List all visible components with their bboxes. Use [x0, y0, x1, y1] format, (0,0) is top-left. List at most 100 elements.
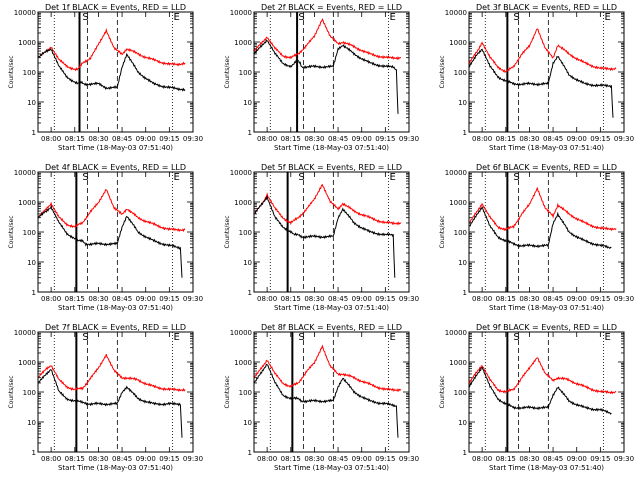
y-tick-label: 1000 [234, 359, 252, 367]
y-tick-label: 1000 [18, 199, 36, 207]
y-tick-label: 1 [248, 449, 252, 457]
panel-5 [253, 171, 410, 293]
x-tick-label: 08:30 [519, 455, 539, 463]
start-marker-label: S [82, 12, 88, 23]
end-marker-label: E [174, 332, 180, 343]
y-tick-label: 100 [454, 389, 467, 397]
y-tick-label: 100 [23, 69, 36, 77]
start-marker-label: S [298, 332, 304, 343]
x-tick-label: 08:30 [304, 295, 324, 303]
plot-frame [37, 11, 194, 133]
plot-frame [253, 11, 410, 133]
x-tick-label: 09:00 [567, 135, 587, 143]
y-axis-label: Counts/sec [8, 215, 15, 248]
x-tick-label: 08:15 [496, 295, 516, 303]
y-axis-label: Counts/sec [224, 55, 231, 88]
y-tick-label: 10000 [230, 329, 252, 337]
x-tick-label: 08:00 [257, 135, 277, 143]
events-series-line [469, 366, 612, 415]
events-series-line [38, 204, 183, 278]
x-tick-label: 08:30 [88, 135, 108, 143]
x-tick-label: 09:30 [399, 295, 419, 303]
x-tick-label: 09:15 [590, 135, 610, 143]
plot-frame [253, 171, 410, 293]
events-series-line [38, 48, 186, 92]
panel-6 [468, 171, 625, 293]
plot-frame [37, 171, 194, 293]
end-marker-label: E [605, 172, 611, 183]
panel-title: Det 5f BLACK = Events, RED = LLD [261, 163, 402, 172]
y-tick-label: 10 [243, 99, 252, 107]
y-axis-label: Counts/sec [439, 375, 446, 408]
x-tick-label: 09:00 [136, 295, 156, 303]
y-tick-label: 1 [32, 289, 36, 297]
start-marker-label: S [298, 172, 304, 183]
x-tick-label: 08:00 [472, 455, 492, 463]
x-tick-label: 09:30 [614, 135, 634, 143]
y-tick-label: 100 [239, 69, 252, 77]
end-marker-label: E [174, 172, 180, 183]
y-tick-label: 10000 [445, 9, 467, 17]
plot-frame [468, 171, 625, 293]
end-marker-label: E [605, 12, 611, 23]
lld-series-line [38, 189, 186, 233]
y-tick-label: 1 [463, 449, 467, 457]
y-tick-label: 100 [239, 389, 252, 397]
panel-9 [468, 331, 625, 453]
events-series-line [254, 363, 399, 438]
y-tick-label: 100 [23, 389, 36, 397]
panel-title: Det 2f BLACK = Events, RED = LLD [261, 3, 402, 12]
x-tick-label: 08:00 [41, 455, 61, 463]
y-axis-label: Counts/sec [439, 215, 446, 248]
lld-series-line [38, 353, 186, 393]
panel-8 [253, 331, 410, 453]
lld-series-line [38, 27, 186, 72]
x-tick-label: 08:30 [304, 455, 324, 463]
y-tick-label: 10000 [230, 169, 252, 177]
x-tick-label: 09:15 [590, 295, 610, 303]
y-tick-label: 10 [27, 419, 36, 427]
x-tick-label: 08:45 [328, 135, 348, 143]
x-axis-label: Start Time (18-May-03 07:51:40) [274, 464, 389, 472]
y-tick-label: 10 [243, 419, 252, 427]
x-tick-label: 09:00 [352, 295, 372, 303]
x-tick-label: 08:45 [328, 295, 348, 303]
lld-series-line [469, 187, 617, 232]
x-axis-label: Start Time (18-May-03 07:51:40) [274, 144, 389, 152]
x-tick-label: 08:30 [88, 455, 108, 463]
y-tick-label: 1 [463, 289, 467, 297]
x-tick-label: 08:15 [496, 135, 516, 143]
x-tick-label: 08:15 [281, 295, 301, 303]
y-tick-label: 10 [27, 259, 36, 267]
panel-2 [253, 11, 410, 133]
panel-title: Det 3f BLACK = Events, RED = LLD [476, 3, 617, 12]
y-tick-label: 100 [23, 229, 36, 237]
start-marker-label: S [298, 12, 304, 23]
x-tick-label: 08:00 [257, 295, 277, 303]
x-axis-label: Start Time (18-May-03 07:51:40) [58, 464, 173, 472]
x-tick-label: 09:30 [614, 455, 634, 463]
x-axis-label: Start Time (18-May-03 07:51:40) [489, 464, 604, 472]
lld-series-line [469, 28, 617, 74]
y-tick-label: 1 [32, 129, 36, 137]
x-tick-label: 08:30 [519, 135, 539, 143]
y-axis-label: Counts/sec [224, 375, 231, 408]
y-tick-label: 1000 [18, 359, 36, 367]
x-tick-label: 08:30 [88, 295, 108, 303]
x-tick-label: 09:30 [399, 135, 419, 143]
y-tick-label: 10 [458, 419, 467, 427]
y-tick-label: 100 [239, 229, 252, 237]
y-tick-label: 1000 [449, 39, 467, 47]
y-tick-label: 10 [27, 99, 36, 107]
x-tick-label: 08:15 [65, 135, 85, 143]
start-marker-label: S [82, 332, 88, 343]
y-tick-label: 1 [248, 289, 252, 297]
panel-7 [37, 331, 194, 453]
x-tick-label: 09:15 [159, 455, 179, 463]
y-tick-label: 10 [458, 99, 467, 107]
y-tick-label: 100 [454, 229, 467, 237]
events-series-line [254, 39, 399, 114]
x-tick-label: 08:15 [65, 295, 85, 303]
x-tick-label: 09:00 [136, 135, 156, 143]
x-tick-label: 08:45 [328, 455, 348, 463]
